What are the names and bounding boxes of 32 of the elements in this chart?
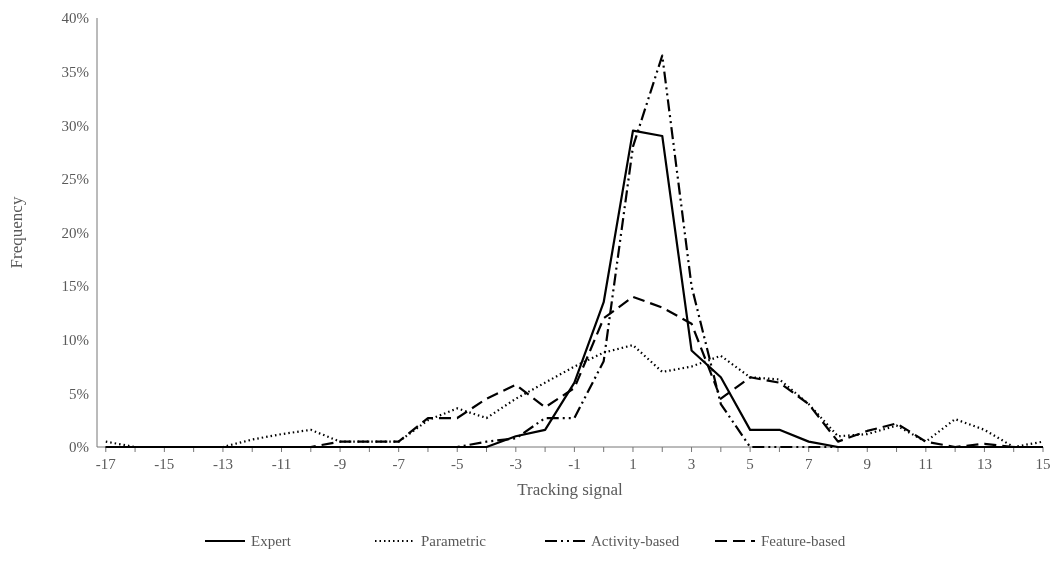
x-tick-label: 9 [863,456,872,472]
y-tick-label: 15% [61,278,89,295]
y-tick-label: 10% [61,332,89,348]
x-tick-label: 7 [804,456,813,472]
x-tick-label: -17 [95,456,117,472]
y-tick-label: 20% [61,224,89,241]
x-tick-label: -7 [392,456,406,472]
x-tick-label: -13 [212,456,233,472]
legend-label: Activity-based [591,533,680,550]
x-tick-label: -3 [509,456,523,472]
y-tick-label: 0% [69,439,89,456]
legend-label: Feature-based [761,533,846,550]
x-tick-label: 15 [1035,456,1050,472]
y-axis-title: Frequency [7,196,26,269]
y-tick-label: 5% [69,385,89,402]
x-tick-label: -11 [271,456,292,472]
x-tick-label: 13 [976,456,992,472]
y-tick-label: 30% [61,117,89,134]
x-tick-label: -15 [154,456,175,472]
x-tick-label: 3 [687,456,696,472]
y-tick-label: 25% [61,171,89,188]
legend-label: Parametric [421,533,487,550]
y-tick-label: 35% [61,63,89,80]
x-tick-label: 11 [918,456,934,472]
x-axis-title: Tracking signal [517,480,624,499]
x-tick-label: 5 [746,456,754,472]
x-tick-label: -5 [450,456,464,472]
x-tick-label: -1 [568,456,581,472]
x-tick-label: -9 [333,456,347,472]
x-tick-label: 1 [629,456,637,472]
y-tick-label: 40% [61,10,89,27]
legend-label: Expert [251,533,292,550]
